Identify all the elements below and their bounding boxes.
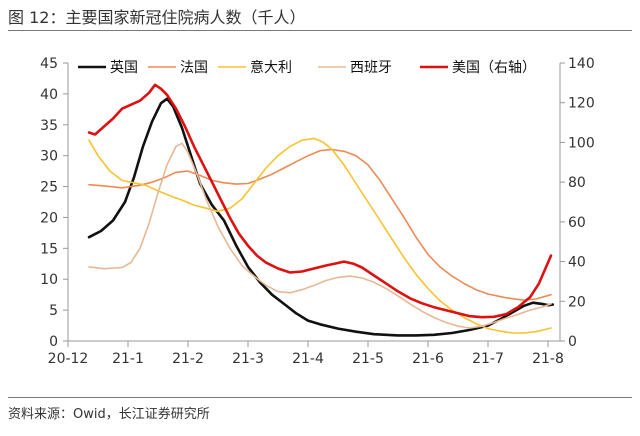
y-left-tick-label: 35: [40, 118, 58, 134]
x-tick-label: 21-7: [472, 351, 504, 367]
y-left-tick-label: 10: [40, 272, 58, 288]
y-right-tick-label: 140: [568, 56, 595, 72]
y-left-tick-label: 5: [49, 303, 58, 319]
source-divider: [8, 397, 632, 398]
series-line-spain: [88, 142, 552, 329]
y-right-tick-label: 100: [568, 135, 595, 151]
chart-title: 图 12：主要国家新冠住院病人数（千人）: [8, 8, 306, 27]
series-line-us: [87, 83, 553, 319]
legend-label-france: 法国: [180, 60, 208, 76]
y-left-tick-label: 0: [49, 334, 58, 350]
y-left-tick-label: 25: [40, 180, 58, 196]
legend-label-uk: 英国: [110, 59, 138, 76]
y-left-tick-label: 40: [40, 87, 58, 103]
x-tick-label: 21-1: [112, 351, 144, 367]
x-tick-label: 21-8: [532, 351, 564, 367]
axes: 0 5 10 15 20 25 30 35 40 45 0 20 40 60 80 100 120 140 20-1…: [40, 56, 595, 367]
y-right-tick-label: 20: [568, 294, 586, 310]
x-tick-label: 21-5: [352, 351, 384, 367]
y-left-tick-label: 30: [40, 149, 58, 165]
y-right-tick-label: 0: [568, 334, 577, 350]
series-line-uk: [87, 97, 555, 337]
y-left-tick-label: 20: [40, 210, 58, 226]
title-divider: [8, 30, 632, 31]
legend-label-spain: 西班牙: [350, 60, 392, 76]
legend-label-us: 美国（右轴）: [452, 60, 536, 76]
series-line-italy: [88, 137, 552, 334]
y-right-tick-label: 120: [568, 96, 595, 112]
x-tick-label: 21-4: [292, 351, 324, 367]
series-layer: [87, 83, 555, 337]
x-tick-label: 21-6: [412, 351, 444, 367]
y-right-tick-label: 80: [568, 175, 586, 191]
source-note: 资料来源：Owid，长江证券研究所: [8, 407, 210, 422]
x-tick-label: 20-12: [48, 351, 89, 367]
y-right-tick-label: 40: [568, 255, 586, 271]
x-tick-label: 21-3: [232, 351, 264, 367]
y-left-tick-label: 15: [40, 241, 58, 257]
line-chart: 0 5 10 15 20 25 30 35 40 45 0 20 40 60 80 100 120 140 20-1…: [40, 56, 595, 367]
legend: 英国 法国 意大利 西班牙 美国（右轴）: [78, 59, 536, 76]
y-left-tick-label: 45: [40, 56, 58, 72]
series-line-france: [88, 148, 552, 302]
x-tick-label: 21-2: [172, 351, 204, 367]
y-right-tick-label: 60: [568, 215, 586, 231]
legend-label-italy: 意大利: [250, 59, 292, 76]
